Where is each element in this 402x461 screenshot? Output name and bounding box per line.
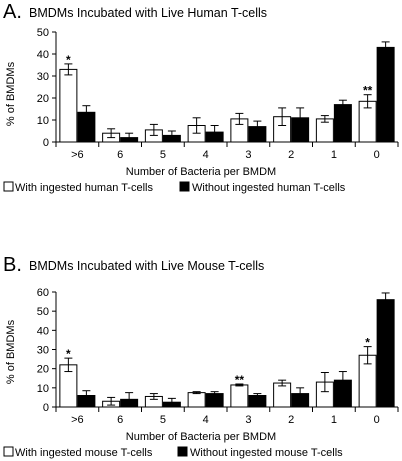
- panel-a-y-tick-label: 50: [37, 27, 49, 39]
- panel-a-y-tick-label: 30: [37, 71, 49, 83]
- panel-b-category-label: 1: [331, 414, 337, 426]
- panel-a-y-tick-label: 20: [37, 93, 49, 105]
- panel-a-significance-marker: *: [66, 53, 71, 67]
- panel-a-category-label: 0: [374, 149, 380, 161]
- panel-b-bar-with: [230, 384, 249, 408]
- panel-b-category-label: 4: [203, 414, 209, 426]
- panel-a-title: BMDMs Incubated with Live Human T-cells: [29, 6, 267, 20]
- panel-b-letter: B.: [3, 254, 22, 276]
- panel-b-y-tick-label: 10: [37, 383, 49, 395]
- panel-a-category-label: 1: [331, 149, 337, 161]
- panel-b-y-tick-label: 30: [37, 345, 49, 357]
- panel-b-x-axis-label: Number of Bacteria per BMDM: [126, 431, 276, 443]
- panel-b-significance-marker: **: [235, 373, 245, 387]
- panel-a-legend-swatch-with: [3, 181, 14, 192]
- panel-a-significance-marker: **: [363, 84, 373, 98]
- panel-b-y-tick-label: 40: [37, 325, 49, 337]
- panel-b-legend-label-with: With ingested mouse T-cells: [15, 447, 153, 459]
- panel-a-bar-without: [333, 104, 352, 143]
- panel-a-legend-swatch-without: [179, 181, 190, 192]
- panel-b-category-label: 0: [374, 414, 380, 426]
- panel-a-legend: With ingested human T-cells Without inge…: [3, 181, 346, 194]
- panel-a-category-label: 4: [203, 149, 209, 161]
- panel-b-significance-marker: *: [66, 347, 71, 361]
- panel-a-y-tick-label: 40: [37, 49, 49, 61]
- panel-a-category-label: 2: [288, 149, 294, 161]
- panel-b-category-label: 2: [288, 414, 294, 426]
- panel-b-legend-label-without: Without ingested mouse T-cells: [190, 447, 343, 459]
- panel-a: A. BMDMs Incubated with Live Human T-cel…: [3, 1, 399, 194]
- panel-a-y-tick-label: 0: [43, 137, 49, 149]
- panel-b-title: BMDMs Incubated with Live Mouse T-cells: [29, 259, 264, 273]
- panel-b: B. BMDMs Incubated with Live Mouse T-cel…: [3, 254, 399, 459]
- panel-b-bar-without: [376, 299, 395, 408]
- panel-b-y-tick-label: 60: [37, 287, 49, 299]
- panel-b-y-axis-label: % of BMDMs: [5, 319, 17, 384]
- panel-b-category-label: 3: [245, 414, 251, 426]
- panel-a-bar-without: [376, 46, 395, 143]
- panel-b-legend-swatch-without: [177, 446, 188, 457]
- panel-b-legend-swatch-with: [3, 446, 14, 457]
- panel-b-category-label: >6: [71, 414, 84, 426]
- panel-b-category-label: 6: [117, 414, 123, 426]
- panel-a-category-label: 6: [117, 149, 123, 161]
- panel-b-legend: With ingested mouse T-cells Without inge…: [3, 446, 343, 459]
- panel-a-y-tick-label: 10: [37, 115, 49, 127]
- panel-a-y-axis-label: % of BMDMs: [5, 61, 17, 126]
- panel-a-bar-with: [59, 68, 78, 143]
- panel-b-y-tick-label: 0: [43, 402, 49, 414]
- panel-a-legend-label-with: With ingested human T-cells: [15, 182, 153, 194]
- panel-b-bar-with: [187, 392, 206, 408]
- panel-a-category-label: 3: [245, 149, 251, 161]
- panel-a-x-axis-label: Number of Bacteria per BMDM: [126, 166, 276, 178]
- panel-b-y-tick-label: 20: [37, 364, 49, 376]
- panel-b-y-tick-label: 50: [37, 306, 49, 318]
- panel-b-category-label: 5: [160, 414, 166, 426]
- panel-a-letter: A.: [3, 1, 22, 23]
- panel-a-legend-label-without: Without ingested human T-cells: [192, 182, 346, 194]
- panel-b-bar-with: [273, 382, 292, 408]
- panel-a-category-label: 5: [160, 149, 166, 161]
- panel-b-significance-marker: *: [365, 336, 370, 350]
- panel-a-category-label: >6: [71, 149, 84, 161]
